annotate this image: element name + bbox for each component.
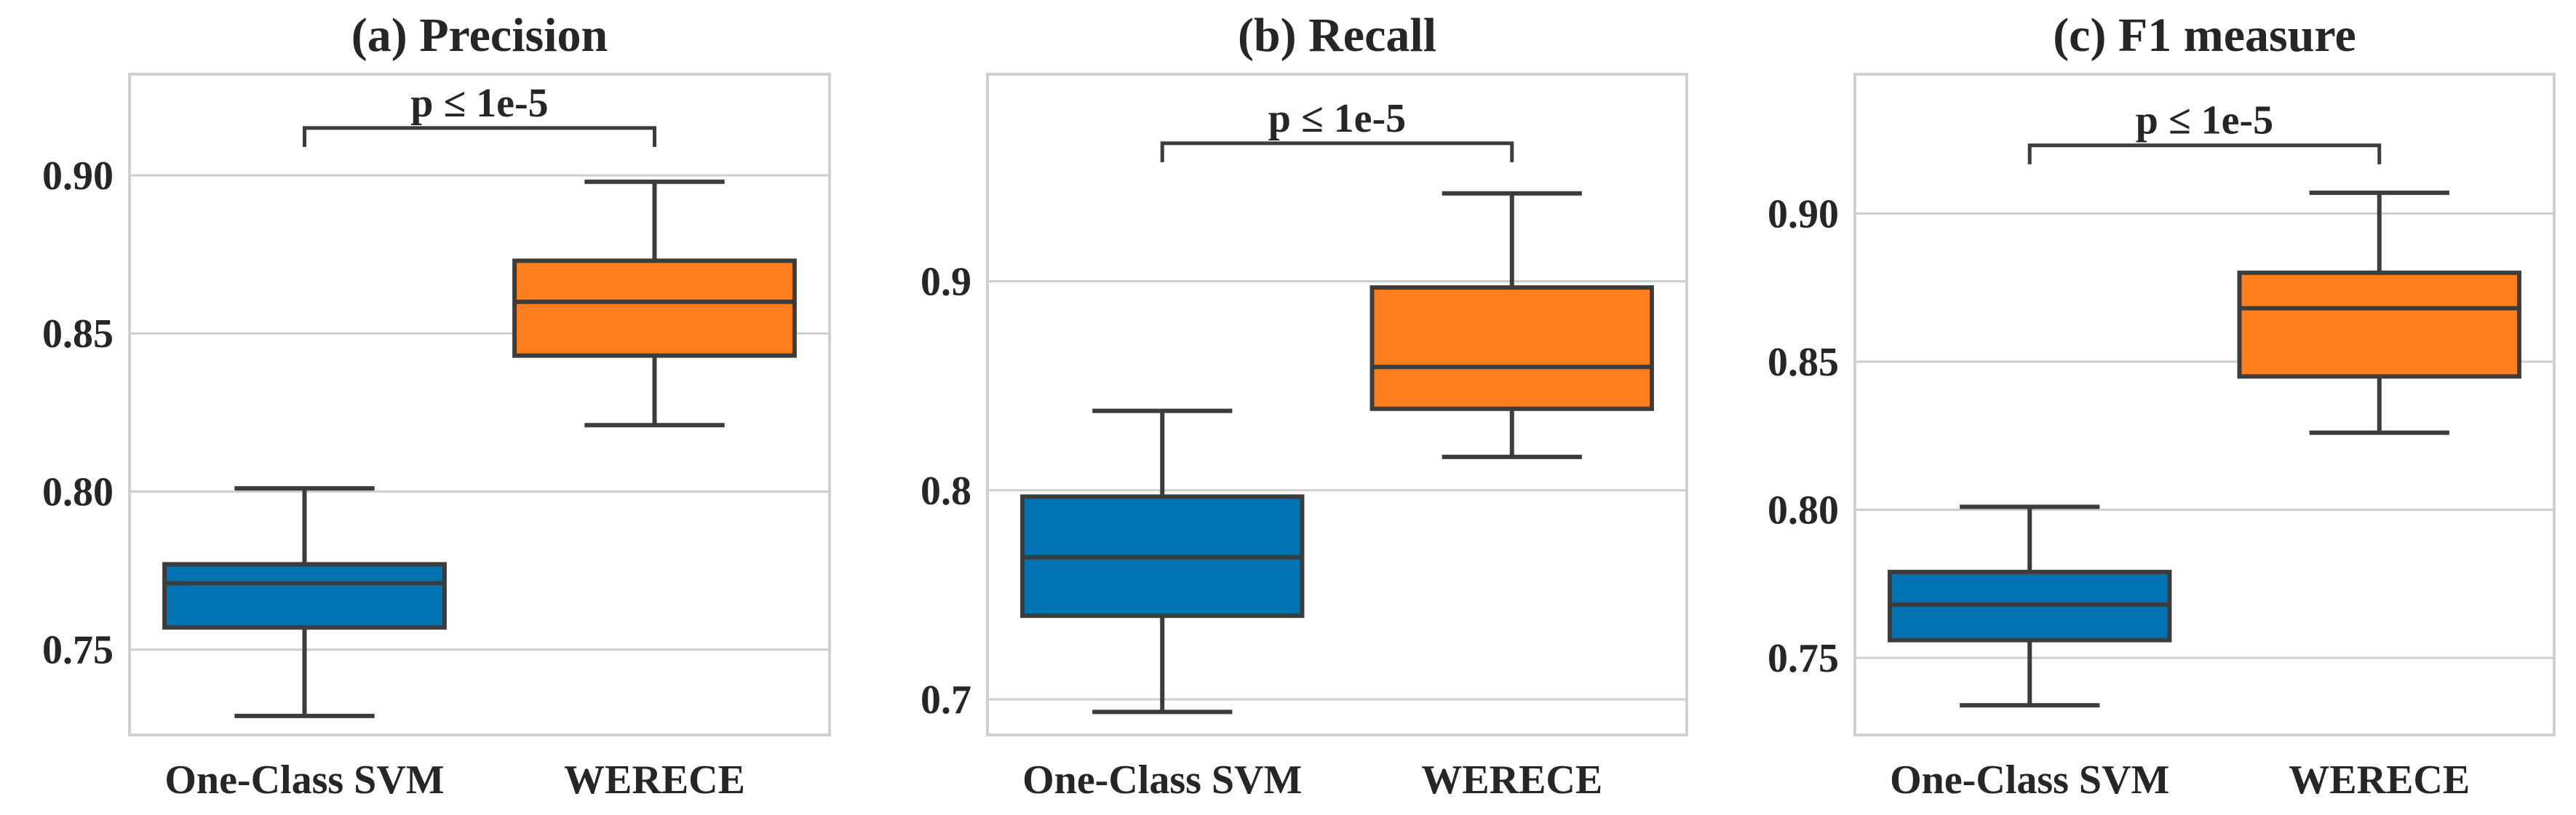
y-tick-label: 0.85 xyxy=(1768,340,1839,385)
y-tick-label: 0.80 xyxy=(42,469,114,514)
y-tick-label: 0.75 xyxy=(42,628,114,673)
y-tick-label: 0.75 xyxy=(1768,636,1839,681)
x-tick-label: WERECE xyxy=(1421,758,1602,803)
y-tick-label: 0.90 xyxy=(1768,191,1839,236)
chart-title: (c) F1 measure xyxy=(2053,9,2356,62)
x-tick-label: One-Class SVM xyxy=(164,758,444,803)
x-tick-label: One-Class SVM xyxy=(1890,758,2169,803)
chart-panel-1: 0.75 0.80 0.85 0.90 One-Class SVM WERECE p ≤ 1… xyxy=(42,9,831,803)
significance-bracket xyxy=(2027,143,2382,164)
plot-frame xyxy=(1853,73,2556,736)
chart-panel-3: 0.75 0.80 0.85 0.90 One-Class SVM WERECE p ≤ 1… xyxy=(1768,9,2556,803)
y-tick-label: 0.8 xyxy=(921,469,971,514)
chart-panel-2: 0.7 0.8 0.9 One-Class SVM WERECE p ≤ 1e-5 (b) … xyxy=(921,9,1688,803)
box-werece xyxy=(1370,285,1654,411)
chart-title: (b) Recall xyxy=(1238,9,1436,62)
y-tick-label: 0.80 xyxy=(1768,488,1839,533)
box-one-class-svm xyxy=(162,562,447,630)
plot-frame xyxy=(986,73,1688,736)
y-tick-label: 0.85 xyxy=(42,311,114,357)
x-tick-label: WERECE xyxy=(564,758,745,803)
box-werece xyxy=(2237,270,2521,379)
y-tick-label: 0.7 xyxy=(921,677,971,723)
chart-title: (a) Precision xyxy=(351,9,608,62)
y-tick-label: 0.9 xyxy=(921,259,971,304)
plot-area xyxy=(130,74,830,735)
box-werece xyxy=(512,258,797,358)
significance-label: p ≤ 1e-5 xyxy=(1268,96,1406,141)
y-tick-label: 0.90 xyxy=(42,154,114,199)
x-tick-label: One-Class SVM xyxy=(1022,758,1302,803)
significance-label: p ≤ 1e-5 xyxy=(410,81,548,126)
x-tick-label: WERECE xyxy=(2289,758,2470,803)
significance-label: p ≤ 1e-5 xyxy=(2136,98,2273,143)
plot-frame xyxy=(128,73,831,736)
significance-bracket xyxy=(303,126,656,147)
significance-bracket xyxy=(1160,141,1514,162)
